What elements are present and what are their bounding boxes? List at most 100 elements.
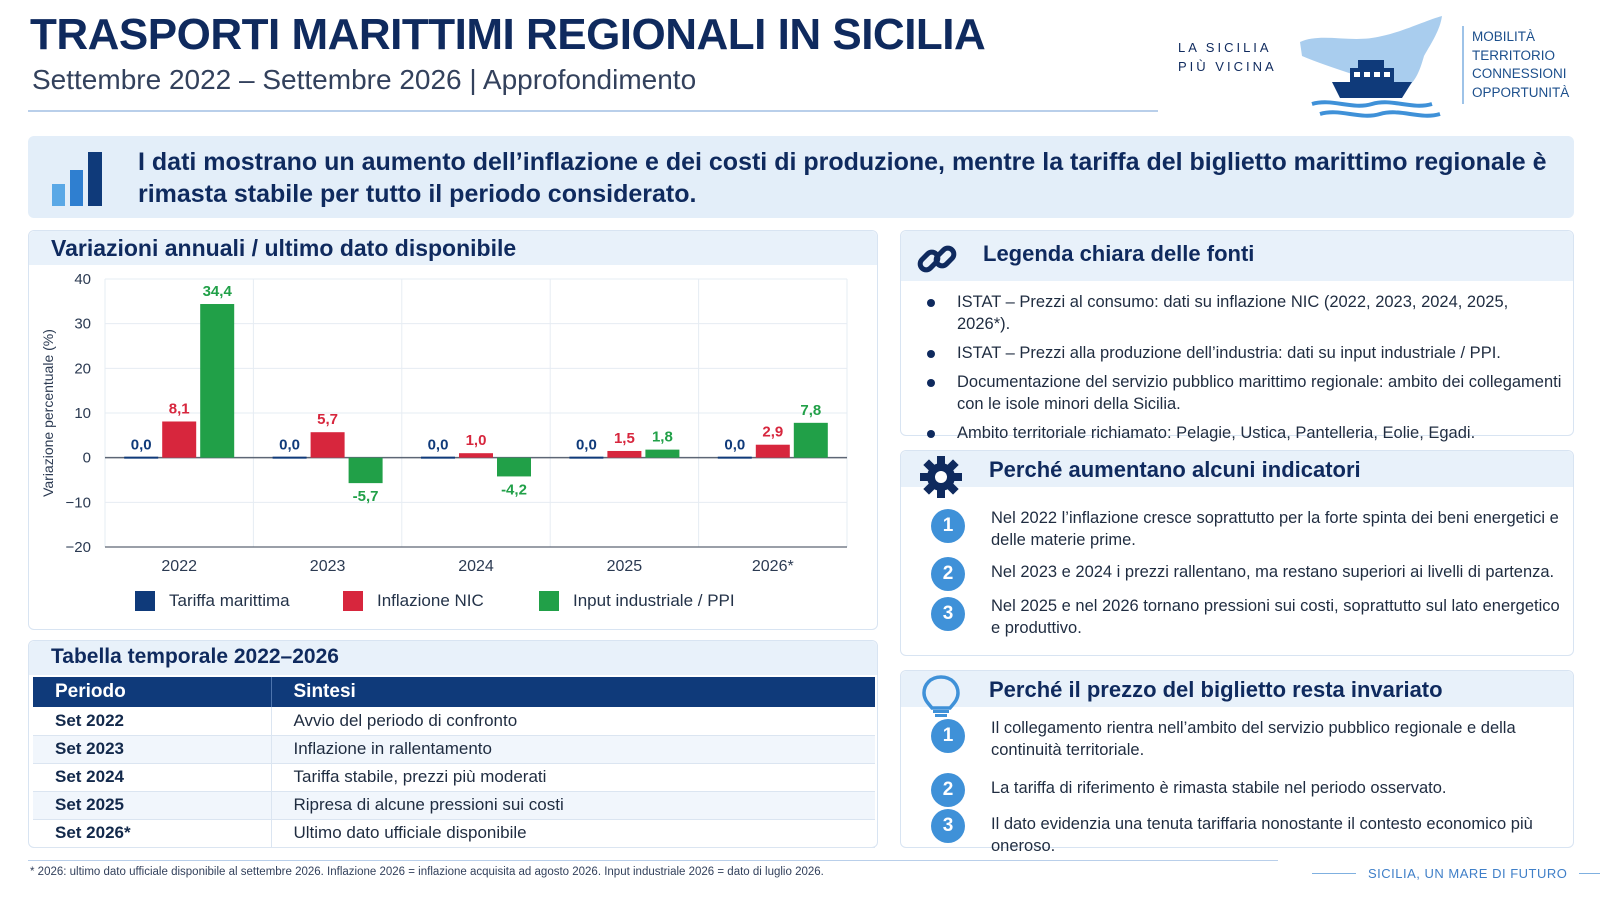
bar	[348, 457, 383, 484]
reason-text: Nel 2022 l’inflazione cresce soprattutto…	[991, 509, 1559, 549]
bar	[607, 450, 642, 458]
table-row: Set 2025 Ripresa di alcune pressioni sui …	[33, 791, 875, 820]
y-tick-label: 10	[74, 405, 91, 422]
bar	[200, 304, 235, 458]
bar	[793, 422, 828, 458]
table-row: Set 2026* Ultimo dato ufficiale disponibi…	[33, 819, 875, 848]
data-label: -4,2	[501, 481, 527, 498]
bar	[717, 456, 752, 459]
bar	[124, 456, 159, 459]
y-tick-label: −10	[66, 494, 91, 511]
chart-legend: Tariffa marittima Inflazione NIC Input ind…	[29, 591, 879, 617]
brand-word: CONNESSIONI	[1472, 66, 1567, 81]
page-subtitle: Settembre 2022 – Settembre 2026 | Approf…	[32, 64, 697, 95]
data-label: 1,0	[466, 432, 487, 449]
step-number-badge: 2	[931, 557, 965, 591]
table-cell-period: Set 2022	[33, 707, 271, 736]
sicily-ferry-logo	[1300, 16, 1442, 118]
step-number-badge: 3	[931, 597, 965, 631]
data-label: 0,0	[279, 437, 300, 454]
legend-swatch	[135, 591, 155, 611]
bar	[497, 457, 531, 477]
legend-item: Tariffa marittima	[135, 591, 290, 611]
reasons-up-header	[901, 451, 1573, 487]
chart-card-header	[29, 231, 877, 265]
reason-text: Il dato evidenzia una tenuta tariffaria …	[991, 815, 1533, 855]
bar	[645, 449, 680, 458]
table-header-row: Periodo Sintesi	[33, 677, 875, 707]
brand-tagline: LA SICILIA PIÙ VICINA	[1178, 38, 1277, 76]
data-label: 34,4	[203, 283, 233, 300]
footer-brand-text: SICILIA, UN MARE DI FUTURO	[1368, 866, 1568, 881]
bar	[421, 456, 455, 459]
table-cell-period: Set 2024	[33, 763, 271, 792]
column-header: Sintesi	[270, 677, 875, 707]
data-label: 5,7	[317, 411, 338, 428]
data-label: 0,0	[576, 437, 597, 454]
sources-list: ISTAT – Prezzi al consumo: dati su infla…	[923, 291, 1563, 451]
bar	[459, 453, 493, 458]
y-tick-label: 0	[83, 450, 91, 467]
bar-chart-icon	[52, 152, 102, 206]
footer-brand-line	[1579, 873, 1600, 874]
chart-card: Variazioni annuali / ultimo dato disponi…	[28, 230, 878, 630]
x-tick-label: 2025	[607, 558, 643, 575]
y-tick-label: 30	[74, 316, 91, 333]
table-cell-period: Set 2023	[33, 735, 271, 764]
table-cell-period: Set 2025	[33, 791, 271, 820]
step-number-badge: 2	[931, 773, 965, 807]
bar	[162, 421, 197, 458]
timeline-table-card: Tabella temporale 2022–2026 Periodo Sint…	[28, 640, 878, 848]
brand-word: MOBILITÀ	[1472, 29, 1536, 44]
chart-title: Variazioni annuali / ultimo dato disponi…	[51, 235, 517, 261]
y-tick-label: 20	[74, 360, 91, 377]
legend-item: Input industriale / PPI	[539, 591, 735, 611]
sources-card: Legenda chiara delle fonti ISTAT – Prezz…	[900, 230, 1574, 442]
table-cell-summary: Tariffa stabile, prezzi più moderati	[270, 763, 875, 792]
reason-text: Il collegamento rientra nell’ambito del …	[991, 719, 1516, 759]
lightbulb-icon	[922, 675, 960, 717]
table-cell-summary: Ripresa di alcune pressioni sui costi	[270, 791, 875, 820]
table-cell-summary: Ultimo dato ufficiale disponibile	[270, 819, 875, 848]
y-axis-label: Variazione percentuale (%)	[40, 329, 56, 497]
reasons-up-card: Perché aumentano alcuni indicatori 1 Nel…	[900, 450, 1574, 656]
sources-card-header	[901, 231, 1573, 281]
table-cell-summary: Inflazione in rallentamento	[270, 735, 875, 764]
step-number-badge: 1	[931, 719, 965, 753]
gear-icon	[920, 456, 962, 498]
data-label: 1,8	[652, 429, 673, 446]
bar	[755, 444, 790, 458]
data-label: 0,0	[428, 437, 449, 454]
reason-item: 1 Nel 2022 l’inflazione cresce soprattut…	[931, 507, 1566, 551]
legend-label: Input industriale / PPI	[573, 591, 735, 610]
reasons-stable-header	[901, 671, 1573, 707]
page-title: TRASPORTI MARITTIMI REGIONALI IN SICILIA	[30, 10, 986, 59]
table-title: Tabella temporale 2022–2026	[51, 645, 339, 668]
reason-item: 1 Il collegamento rientra nell’ambito de…	[931, 717, 1566, 761]
bar-chart: 40 30 20 10 0 −10 −20 Variazione percentuale (%…	[40, 271, 848, 575]
bar	[569, 456, 604, 459]
step-number-badge: 1	[931, 509, 965, 543]
data-label: 7,8	[800, 402, 821, 419]
timeline-table: Periodo Sintesi Set 2022 Avvio del period…	[33, 677, 875, 848]
source-item: ISTAT – Prezzi alla produzione dell’indu…	[923, 342, 1563, 364]
brand-words: MOBILITÀ TERRITORIO CONNESSIONI OPPORTUN…	[1472, 28, 1569, 102]
x-tick-label: 2024	[458, 558, 494, 575]
brand-word: OPPORTUNITÀ	[1472, 84, 1570, 100]
x-tick-label: 2026*	[752, 558, 794, 575]
header-divider	[28, 110, 1158, 112]
data-label: -5,7	[353, 488, 379, 505]
footer-brand: SICILIA, UN MARE DI FUTURO	[1300, 866, 1600, 881]
data-label: 2,9	[762, 424, 783, 441]
table-row: Set 2024 Tariffa stabile, prezzi più mode…	[33, 763, 875, 792]
link-icon	[917, 245, 957, 273]
reason-text: La tariffa di riferimento è rimasta stab…	[991, 779, 1447, 797]
data-label: 0,0	[131, 437, 152, 454]
key-message-banner: I dati mostrano un aumento dell’inflazio…	[28, 136, 1574, 218]
x-tick-label: 2022	[161, 558, 197, 575]
source-item: ISTAT – Prezzi al consumo: dati su infla…	[923, 291, 1563, 335]
step-number-badge: 3	[931, 809, 965, 843]
brand-divider	[1462, 26, 1464, 104]
reason-item: 2 Nel 2023 e 2024 i prezzi rallentano, m…	[931, 555, 1566, 591]
y-tick-label: −20	[66, 539, 91, 556]
